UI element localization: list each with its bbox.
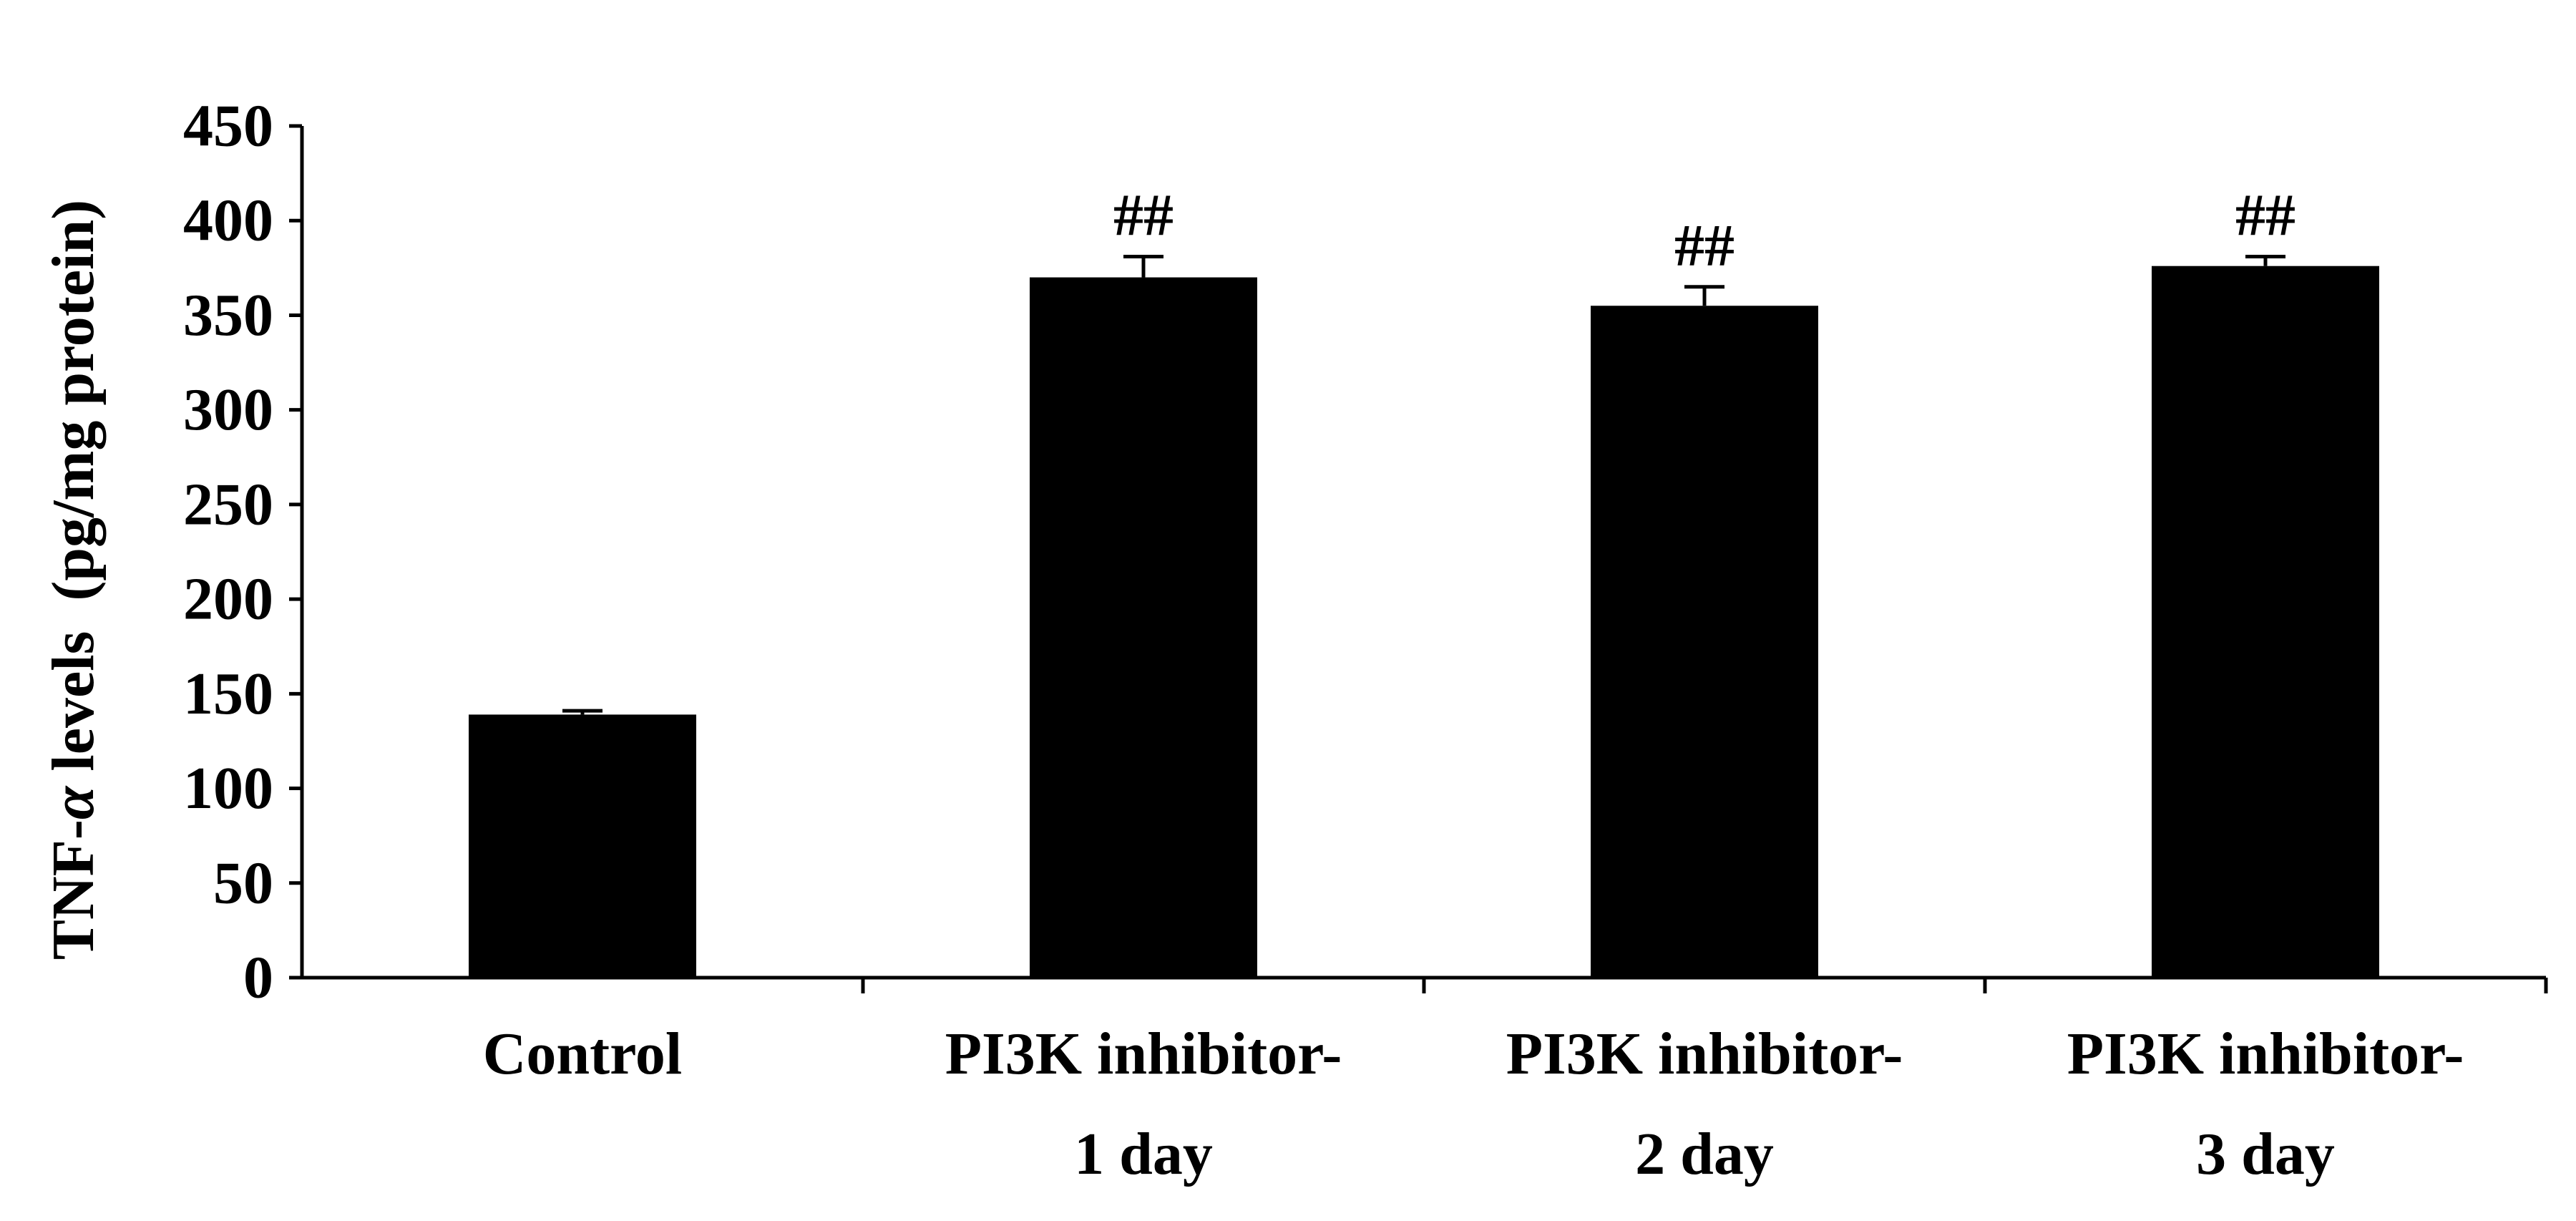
y-tick-label: 150 [183,661,273,727]
significance-label: ## [1113,182,1174,248]
y-tick-label: 100 [183,755,273,822]
significance-label: ## [1674,213,1735,279]
y-tick-label: 450 [183,93,273,160]
y-axis: 0 50 100 150 200 250 300 350 400 450 [183,93,304,1011]
bar [2152,266,2379,978]
bar [1591,306,1818,978]
category-label: PI3K inhibitor- [2067,1021,2464,1087]
y-tick-label: 50 [213,850,273,916]
bar [469,714,696,978]
category-label: 2 day [1635,1121,1774,1187]
y-tick-label: 250 [183,471,273,537]
x-axis [302,976,2548,993]
y-tick-label: 200 [183,566,273,633]
significance-label: ## [2235,182,2296,248]
bars: ## ## ## [469,182,2379,978]
y-tick-label: 300 [183,376,273,443]
category-label: Control [483,1021,682,1087]
y-axis-title: TNF-α levels (pg/mg protein) [40,200,107,960]
y-axis-title-prefix: TNF- [40,819,107,960]
category-label: PI3K inhibitor- [945,1021,1342,1087]
category-label: 1 day [1074,1121,1213,1187]
y-axis-title-symbol: α [40,785,107,819]
y-tick-label: 400 [183,188,273,254]
category-label: 3 day [2196,1121,2335,1187]
category-label: PI3K inhibitor- [1506,1021,1903,1087]
y-axis-title-suffix: levels (pg/mg protein) [40,200,107,787]
bar [1030,277,1257,978]
category-labels: Control PI3K inhibitor- 1 day PI3K inhibito… [483,1021,2464,1187]
y-tick-label: 0 [243,945,273,1011]
y-tick-label: 350 [183,282,273,349]
